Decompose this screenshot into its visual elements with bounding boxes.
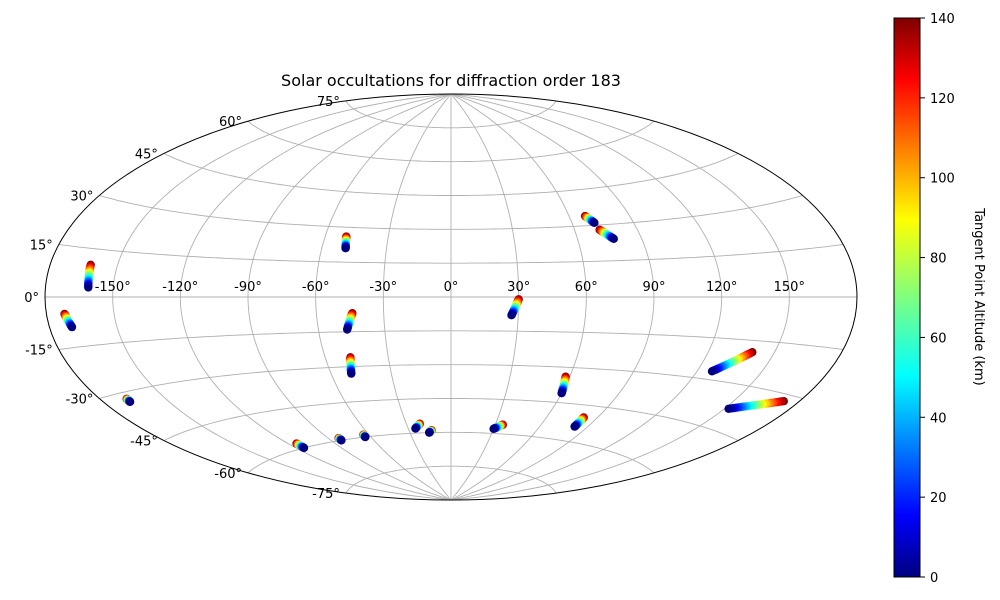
occultation-point [84, 283, 93, 292]
parallel-gridline [58, 330, 844, 350]
longitude-tick-label: -60° [302, 280, 330, 295]
occultation-point [299, 443, 309, 453]
latitude-tick-label: 75° [317, 95, 340, 110]
colorbar-tick-label: 120 [930, 92, 955, 107]
longitude-tick-labels: -150° -120° -90° -60° -30° 0° 30° 60° 90° 120° 150… [95, 280, 805, 295]
latitude-tick-label: 0° [24, 291, 39, 306]
latitude-tick-label: -75° [312, 487, 340, 502]
occultation-point [507, 311, 516, 320]
occultation-point [67, 322, 77, 332]
chart-title: Solar occultations for diffraction order… [281, 71, 621, 90]
parallel-gridline [345, 465, 557, 494]
colorbar-tick-label: 40 [930, 411, 947, 426]
colorbar-tick-label: 20 [930, 491, 947, 506]
occultation-point [570, 422, 579, 431]
occultation-point [411, 424, 420, 433]
longitude-tick-label: -150° [95, 280, 131, 295]
longitude-tick-label: 60° [575, 280, 598, 295]
occultation-point [125, 397, 135, 406]
latitude-tick-label: -60° [214, 467, 242, 482]
occultation-point [724, 404, 733, 413]
colorbar-tick-label: 100 [930, 172, 955, 187]
latitude-tick-label: -45° [130, 435, 158, 450]
longitude-tick-label: 120° [706, 280, 737, 295]
latitude-tick-label: -15° [25, 344, 53, 359]
occultation-point [590, 218, 599, 227]
latitude-tick-label: 15° [30, 239, 53, 254]
longitude-tick-label: 30° [507, 280, 530, 295]
occultation-point [707, 367, 717, 376]
occultation-point [343, 325, 352, 334]
parallel-gridline [58, 244, 844, 264]
longitude-tick-label: -90° [234, 280, 262, 295]
occultation-point [337, 436, 346, 445]
parallel-gridline [247, 120, 655, 163]
colorbar [893, 17, 921, 578]
parallel-gridline [163, 153, 739, 196]
occultation-point [609, 234, 618, 243]
parallel-gridline [345, 100, 557, 129]
occultation-point [425, 428, 434, 437]
map-boundary [44, 93, 858, 501]
latitude-tick-labels: -75° -60° -45° -30° -15° 0° 15° 30° 45° 60° 75° [24, 95, 340, 502]
colorbar-ticks: 0 20 40 60 80 100 120 140 [920, 12, 955, 586]
occultation-point [361, 432, 370, 442]
longitude-tick-label: 0° [444, 280, 459, 295]
colorbar-tick-label: 140 [930, 12, 955, 27]
latitude-tick-label: 30° [70, 190, 93, 205]
colorbar-tick-label: 60 [930, 331, 947, 346]
occultation-point [341, 244, 350, 253]
occultation-points [60, 211, 788, 453]
longitude-tick-label: 90° [642, 280, 665, 295]
occultation-point [557, 389, 566, 398]
longitude-tick-label: -30° [369, 280, 397, 295]
colorbar-tick-label: 80 [930, 252, 947, 267]
longitude-tick-label: -120° [162, 280, 198, 295]
occultation-point [489, 424, 498, 433]
parallel-gridline [99, 195, 803, 230]
latitude-tick-label: 45° [135, 148, 158, 163]
colorbar-tick-label: 0 [930, 571, 938, 586]
parallel-gridline [99, 364, 803, 399]
colorbar-label: Tangent Point Altitude (km) [971, 207, 986, 385]
longitude-tick-label: 150° [774, 280, 805, 295]
map-grid [45, 94, 857, 500]
occultation-point [347, 369, 356, 378]
latitude-tick-label: -30° [66, 393, 94, 408]
latitude-tick-label: 60° [219, 115, 242, 130]
parallel-gridline [163, 398, 739, 441]
